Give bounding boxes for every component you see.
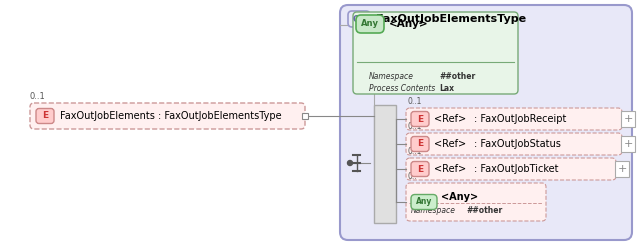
FancyBboxPatch shape [411,111,429,126]
Text: E: E [417,164,423,173]
FancyBboxPatch shape [406,158,616,180]
FancyBboxPatch shape [340,5,632,240]
Bar [621,136,635,152]
Text: +: + [618,164,627,174]
Text: 0..1: 0..1 [408,122,422,131]
FancyBboxPatch shape [406,133,622,155]
Text: Process Contents: Process Contents [369,84,435,93]
Text: <Ref>: <Ref> [434,164,466,174]
Text: Namespace: Namespace [411,206,456,215]
Text: : FaxOutJobTicket: : FaxOutJobTicket [474,164,558,174]
FancyBboxPatch shape [36,109,54,123]
FancyBboxPatch shape [30,103,305,129]
FancyBboxPatch shape [353,12,518,94]
Text: Namespace: Namespace [369,72,414,81]
FancyBboxPatch shape [348,11,370,27]
Bar [374,105,396,223]
FancyBboxPatch shape [406,183,546,221]
Text: E: E [417,114,423,123]
Text: 0..1: 0..1 [30,92,46,101]
FancyBboxPatch shape [411,161,429,176]
Text: ##other: ##other [439,72,475,81]
Text: 0..1: 0..1 [408,147,422,156]
Text: +: + [623,139,633,149]
Text: <Any>: <Any> [441,192,478,202]
FancyBboxPatch shape [406,108,622,130]
Text: FaxOutJobElements : FaxOutJobElementsType: FaxOutJobElements : FaxOutJobElementsTyp… [60,111,281,121]
Text: Any: Any [416,197,432,207]
Text: : FaxOutJobReceipt: : FaxOutJobReceipt [474,114,567,124]
Text: <Ref>: <Ref> [434,139,466,149]
Text: <Any>: <Any> [389,19,429,29]
Bar [302,113,308,119]
Circle shape [348,160,353,166]
Text: 0..*: 0..* [408,172,422,181]
FancyBboxPatch shape [356,15,384,33]
FancyBboxPatch shape [411,195,437,209]
Text: E: E [42,111,48,121]
Text: +: + [623,114,633,124]
FancyBboxPatch shape [411,136,429,151]
Text: ##other: ##other [466,206,502,215]
Text: CT: CT [353,14,365,24]
Text: 0..1: 0..1 [408,97,422,106]
Text: <Ref>: <Ref> [434,114,466,124]
Text: Lax: Lax [439,84,454,93]
Bar [615,161,629,177]
Text: FaxOutJobElementsType: FaxOutJobElementsType [376,14,526,24]
Text: E: E [417,139,423,148]
Text: : FaxOutJobStatus: : FaxOutJobStatus [474,139,561,149]
Bar [621,111,635,127]
Text: Any: Any [361,20,379,28]
